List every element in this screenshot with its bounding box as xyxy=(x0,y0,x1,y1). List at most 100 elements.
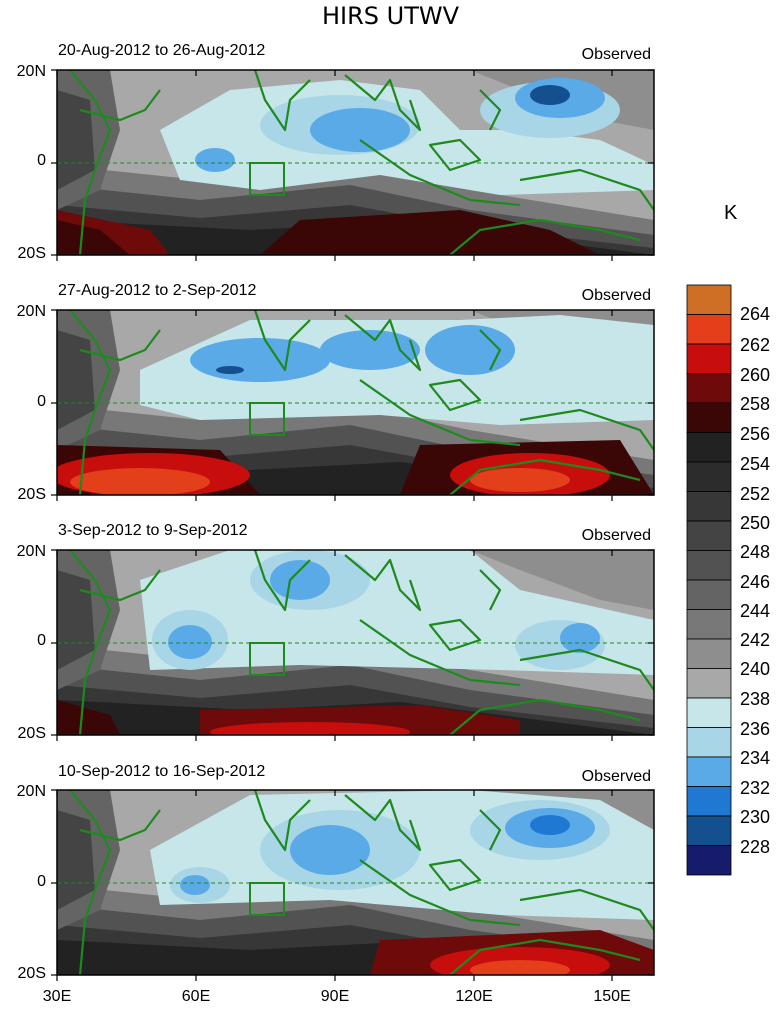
colorbar-swatch xyxy=(686,343,732,374)
field-band xyxy=(57,330,95,430)
colorbar-label: 258 xyxy=(740,394,771,414)
dry-patch xyxy=(260,210,600,255)
philippines-coastline xyxy=(479,569,502,611)
panel-1-ylabel-20n: 20N xyxy=(16,63,46,80)
moist-patch xyxy=(425,325,515,375)
colorbar-label: 240 xyxy=(740,659,771,679)
colorbar-label: 256 xyxy=(740,424,771,444)
borneo-coastline xyxy=(428,618,482,652)
borneo-coastline xyxy=(428,138,482,172)
panel-4-date-range: 10-Sep-2012 to 16-Sep-2012 xyxy=(58,763,266,780)
india-coastline xyxy=(253,70,311,132)
panel-4-ylabel-0: 0 xyxy=(37,873,46,890)
colorbar-swatch xyxy=(686,845,732,876)
colorbar-swatch xyxy=(686,579,732,610)
new-guinea-coastline xyxy=(519,648,654,691)
panel-4-field xyxy=(57,790,654,975)
panel-1-ylabel-20s: 20S xyxy=(17,245,46,262)
moist-patch xyxy=(190,338,330,382)
moist-patch xyxy=(216,366,244,374)
panel-4-ylabel-20n: 20N xyxy=(16,783,46,800)
dry-patch xyxy=(70,468,210,495)
panel-2-ylabel-20n: 20N xyxy=(16,303,46,320)
moist-patch xyxy=(168,625,212,659)
new-guinea-coastline xyxy=(519,408,654,451)
colorbar-label: 242 xyxy=(740,630,771,650)
coastline-group xyxy=(69,790,654,975)
colorbar-swatch xyxy=(686,314,732,345)
xlabel-60e: 60E xyxy=(181,988,211,1005)
colorbar-swatch xyxy=(686,373,732,404)
australia-coastline xyxy=(449,698,641,735)
africa-coastline xyxy=(79,89,161,122)
colorbar-swatch xyxy=(686,697,732,728)
dry-patch xyxy=(470,960,570,975)
africa-coastline xyxy=(79,569,161,602)
panel-2-ylabel-0: 0 xyxy=(37,393,46,410)
philippines-coastline xyxy=(479,809,502,851)
moist-patch xyxy=(180,875,210,895)
panel-1-date-range: 20-Aug-2012 to 26-Aug-2012 xyxy=(58,42,266,59)
moist-patch xyxy=(290,825,370,875)
borneo-coastline xyxy=(428,378,482,412)
panel-3-date-range: 3-Sep-2012 to 9-Sep-2012 xyxy=(58,522,248,539)
dry-patch xyxy=(210,722,410,735)
field-band xyxy=(57,90,95,190)
colorbar-swatch xyxy=(686,668,732,699)
se-asia-coastline xyxy=(344,554,422,612)
colorbar-swatch xyxy=(686,786,732,817)
panel-2-field xyxy=(57,310,654,495)
philippines-coastline xyxy=(479,329,502,371)
colorbar-swatch xyxy=(686,727,732,758)
new-guinea-coastline xyxy=(519,168,654,211)
colorbar-label: 260 xyxy=(740,365,771,385)
africa-coastline xyxy=(79,329,161,362)
colorbar-swatch xyxy=(686,284,732,315)
coastline-group xyxy=(69,550,654,735)
coastline-group xyxy=(69,70,654,255)
colorbar-label: 262 xyxy=(740,335,771,355)
moist-patch xyxy=(530,85,570,105)
colorbar-swatch xyxy=(686,402,732,433)
sumatra-java-coastline xyxy=(359,379,521,447)
sumatra-java-coastline xyxy=(359,859,521,927)
panel-4-label: Observed xyxy=(581,768,651,785)
africa-coastline xyxy=(79,809,161,842)
colorbar-unit: K xyxy=(724,202,738,224)
africa-coastline xyxy=(69,790,112,975)
field-band xyxy=(470,550,654,610)
colorbar-label: 238 xyxy=(740,689,771,709)
panel-1-label: Observed xyxy=(581,46,651,63)
sumatra-java-coastline xyxy=(359,139,521,207)
colorbar-label: 248 xyxy=(740,542,771,562)
philippines-coastline xyxy=(479,89,502,131)
colorbar-swatch xyxy=(686,609,732,640)
colorbar-swatch xyxy=(686,756,732,787)
colorbar-swatch xyxy=(686,550,732,581)
india-coastline xyxy=(253,550,311,612)
panel-4-ylabel-20s: 20S xyxy=(17,965,46,982)
dry-patch xyxy=(57,220,130,255)
panel-3-label: Observed xyxy=(581,527,651,544)
se-asia-coastline xyxy=(344,314,422,372)
india-coastline xyxy=(253,790,311,852)
panel-1-ylabel-0: 0 xyxy=(37,152,46,169)
moist-patch xyxy=(310,108,410,152)
colorbar-label: 228 xyxy=(740,837,771,857)
panel-2-ylabel-20s: 20S xyxy=(17,486,46,503)
field-band xyxy=(57,570,95,670)
australia-coastline xyxy=(449,218,641,255)
australia-coastline xyxy=(449,458,641,495)
colorbar-swatch xyxy=(686,491,732,522)
panel-3-ylabel-20n: 20N xyxy=(16,543,46,560)
figure-title: HIRS UTWV xyxy=(321,2,460,30)
panel-3-field xyxy=(57,550,654,735)
panel-3-ylabel-0: 0 xyxy=(37,632,46,649)
colorbar-swatch xyxy=(686,520,732,551)
se-asia-coastline xyxy=(344,74,422,132)
africa-coastline xyxy=(69,310,112,495)
field-band xyxy=(57,810,95,910)
moist-patch xyxy=(320,330,420,370)
colorbar-label: 236 xyxy=(740,719,771,739)
